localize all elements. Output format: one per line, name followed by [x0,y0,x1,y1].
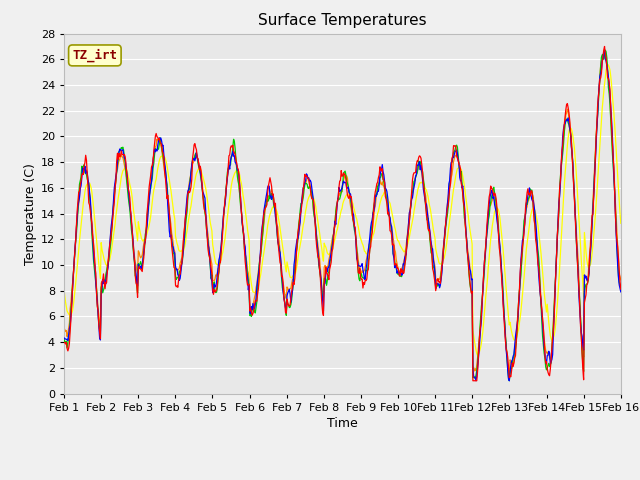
Y-axis label: Temperature (C): Temperature (C) [24,163,36,264]
Legend: IRT Ground, IRT Canopy, Floor Tair, Tower TAir, TsoilD_2cm: IRT Ground, IRT Canopy, Floor Tair, Towe… [86,476,599,480]
Title: Surface Temperatures: Surface Temperatures [258,13,427,28]
X-axis label: Time: Time [327,417,358,430]
Text: TZ_irt: TZ_irt [72,49,117,62]
